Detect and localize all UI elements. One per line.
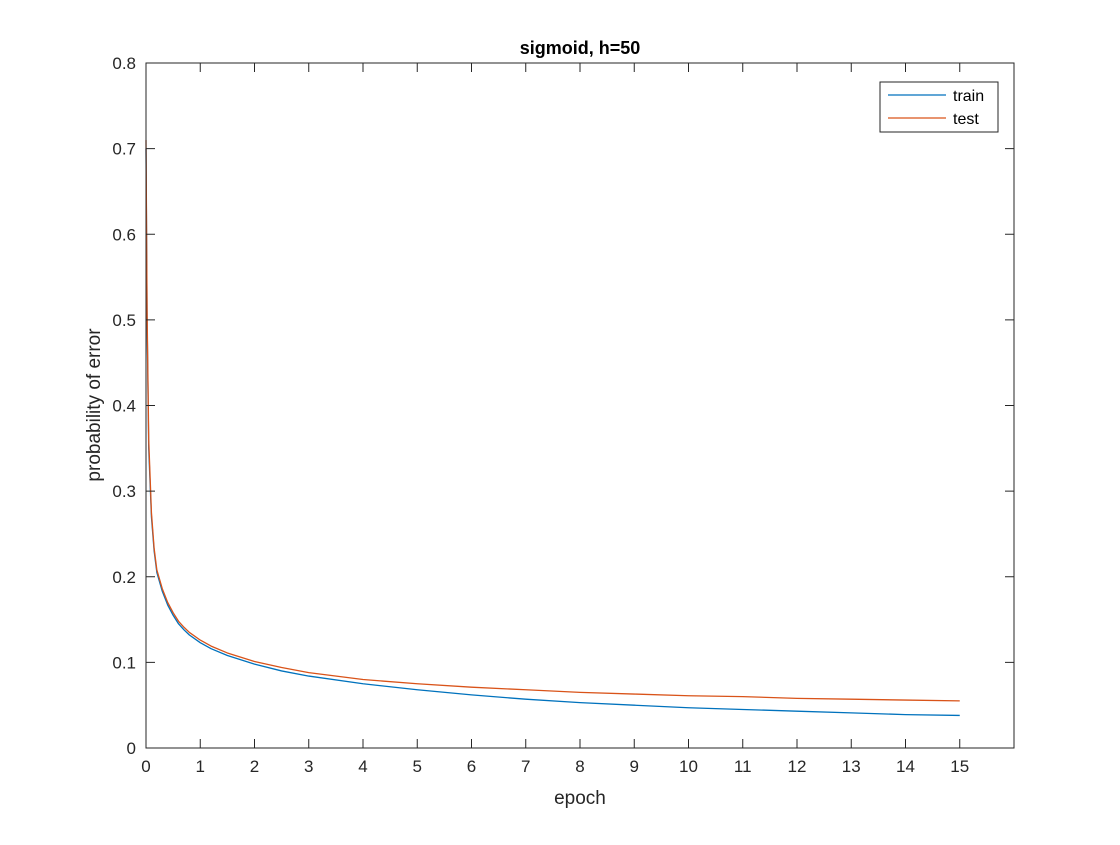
y-tick-label: 0.1 bbox=[112, 653, 136, 672]
x-tick-label: 3 bbox=[304, 757, 313, 776]
plot-area bbox=[146, 63, 1014, 748]
x-tick-label: 13 bbox=[842, 757, 861, 776]
y-tick-label: 0.5 bbox=[112, 311, 136, 330]
x-tick-label: 2 bbox=[250, 757, 259, 776]
x-tick-label: 1 bbox=[196, 757, 205, 776]
legend-label-test: test bbox=[953, 111, 979, 128]
x-tick-label: 14 bbox=[896, 757, 915, 776]
y-tick-label: 0.7 bbox=[112, 140, 136, 159]
x-tick-label: 7 bbox=[521, 757, 530, 776]
x-tick-label: 12 bbox=[788, 757, 807, 776]
y-tick-label: 0.2 bbox=[112, 568, 136, 587]
y-tick-label: 0.4 bbox=[112, 397, 136, 416]
x-tick-label: 5 bbox=[413, 757, 422, 776]
x-tick-label: 10 bbox=[679, 757, 698, 776]
x-tick-label: 6 bbox=[467, 757, 476, 776]
y-tick-label: 0 bbox=[127, 739, 136, 758]
plot-title: sigmoid, h=50 bbox=[520, 38, 641, 58]
series-line-test bbox=[145, 140, 960, 702]
y-tick-label: 0.8 bbox=[112, 54, 136, 73]
x-tick-label: 0 bbox=[141, 757, 150, 776]
x-tick-label: 8 bbox=[575, 757, 584, 776]
x-axis-label: epoch bbox=[554, 788, 606, 809]
y-axis-label: probability of error bbox=[84, 328, 105, 482]
legend-label-train: train bbox=[953, 88, 984, 105]
x-tick-label: 9 bbox=[630, 757, 639, 776]
x-tick-label: 11 bbox=[734, 757, 752, 776]
x-tick-label: 15 bbox=[950, 757, 969, 776]
y-tick-label: 0.6 bbox=[112, 225, 136, 244]
series-layer bbox=[145, 140, 960, 717]
legend-box bbox=[879, 81, 999, 133]
y-tick-label: 0.3 bbox=[112, 482, 136, 501]
x-tick-label: 4 bbox=[358, 757, 367, 776]
tick-layer: 0 1 2 3 4 5 6 7 8 9 10 11 12 13 14 1500.10.20.30.40.50.… bbox=[112, 54, 1014, 776]
legend: train test bbox=[879, 81, 999, 133]
